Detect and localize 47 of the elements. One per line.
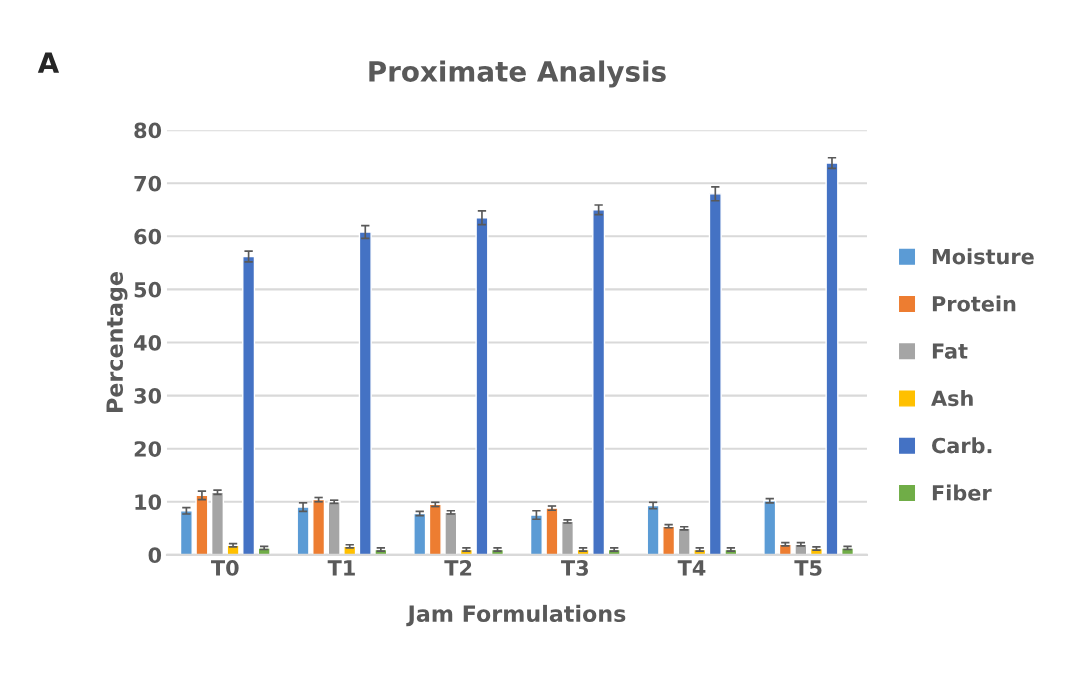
y-tick-label: 80 — [134, 122, 162, 139]
y-tick-label: 70 — [134, 175, 162, 192]
y-tick-label: 60 — [134, 228, 162, 245]
legend-label: Ash — [931, 390, 973, 407]
bar — [210, 491, 225, 555]
y-tick-label: 40 — [134, 334, 162, 351]
bar — [444, 511, 458, 555]
legend-label: Protein — [932, 295, 1016, 312]
x-tick-label: T4 — [677, 560, 706, 576]
bar — [312, 498, 326, 555]
x-axis-title: Jam Formulations — [406, 604, 626, 627]
bar — [358, 231, 372, 555]
bar — [413, 512, 427, 555]
x-tick-label: T3 — [561, 560, 588, 576]
bar — [195, 494, 209, 555]
bar — [560, 520, 575, 555]
legend-label: Fat — [932, 343, 968, 359]
bar — [662, 525, 676, 555]
bar — [428, 503, 442, 555]
bar — [592, 209, 606, 555]
bar — [179, 510, 193, 555]
x-tick-label: T5 — [794, 560, 822, 576]
x-tick-label: T0 — [211, 560, 239, 576]
text: A — [37, 52, 60, 73]
bar — [708, 193, 722, 555]
bar — [825, 162, 839, 555]
legend-label: Carb. — [932, 437, 992, 454]
bar — [545, 507, 559, 555]
x-tick-label: T2 — [444, 560, 472, 576]
bar — [242, 255, 256, 555]
legend-label: Fiber — [932, 484, 992, 501]
y-axis-title: Percentage — [106, 272, 128, 412]
y-tick-label: 50 — [134, 281, 162, 298]
chart-title: Proximate Analysis — [369, 60, 666, 88]
y-tick-label: 30 — [134, 388, 162, 404]
bar — [763, 500, 777, 555]
legend-label: Moisture — [932, 248, 1034, 265]
bar — [327, 501, 341, 555]
bar — [677, 527, 691, 555]
bar — [475, 217, 489, 555]
y-tick-label: 20 — [134, 441, 162, 457]
bar — [646, 504, 660, 555]
y-tick-label: 10 — [135, 494, 162, 510]
y-tick-label: 0 — [148, 547, 162, 564]
bar — [296, 506, 310, 555]
bar — [529, 514, 543, 555]
x-tick-label: T1 — [327, 560, 355, 576]
